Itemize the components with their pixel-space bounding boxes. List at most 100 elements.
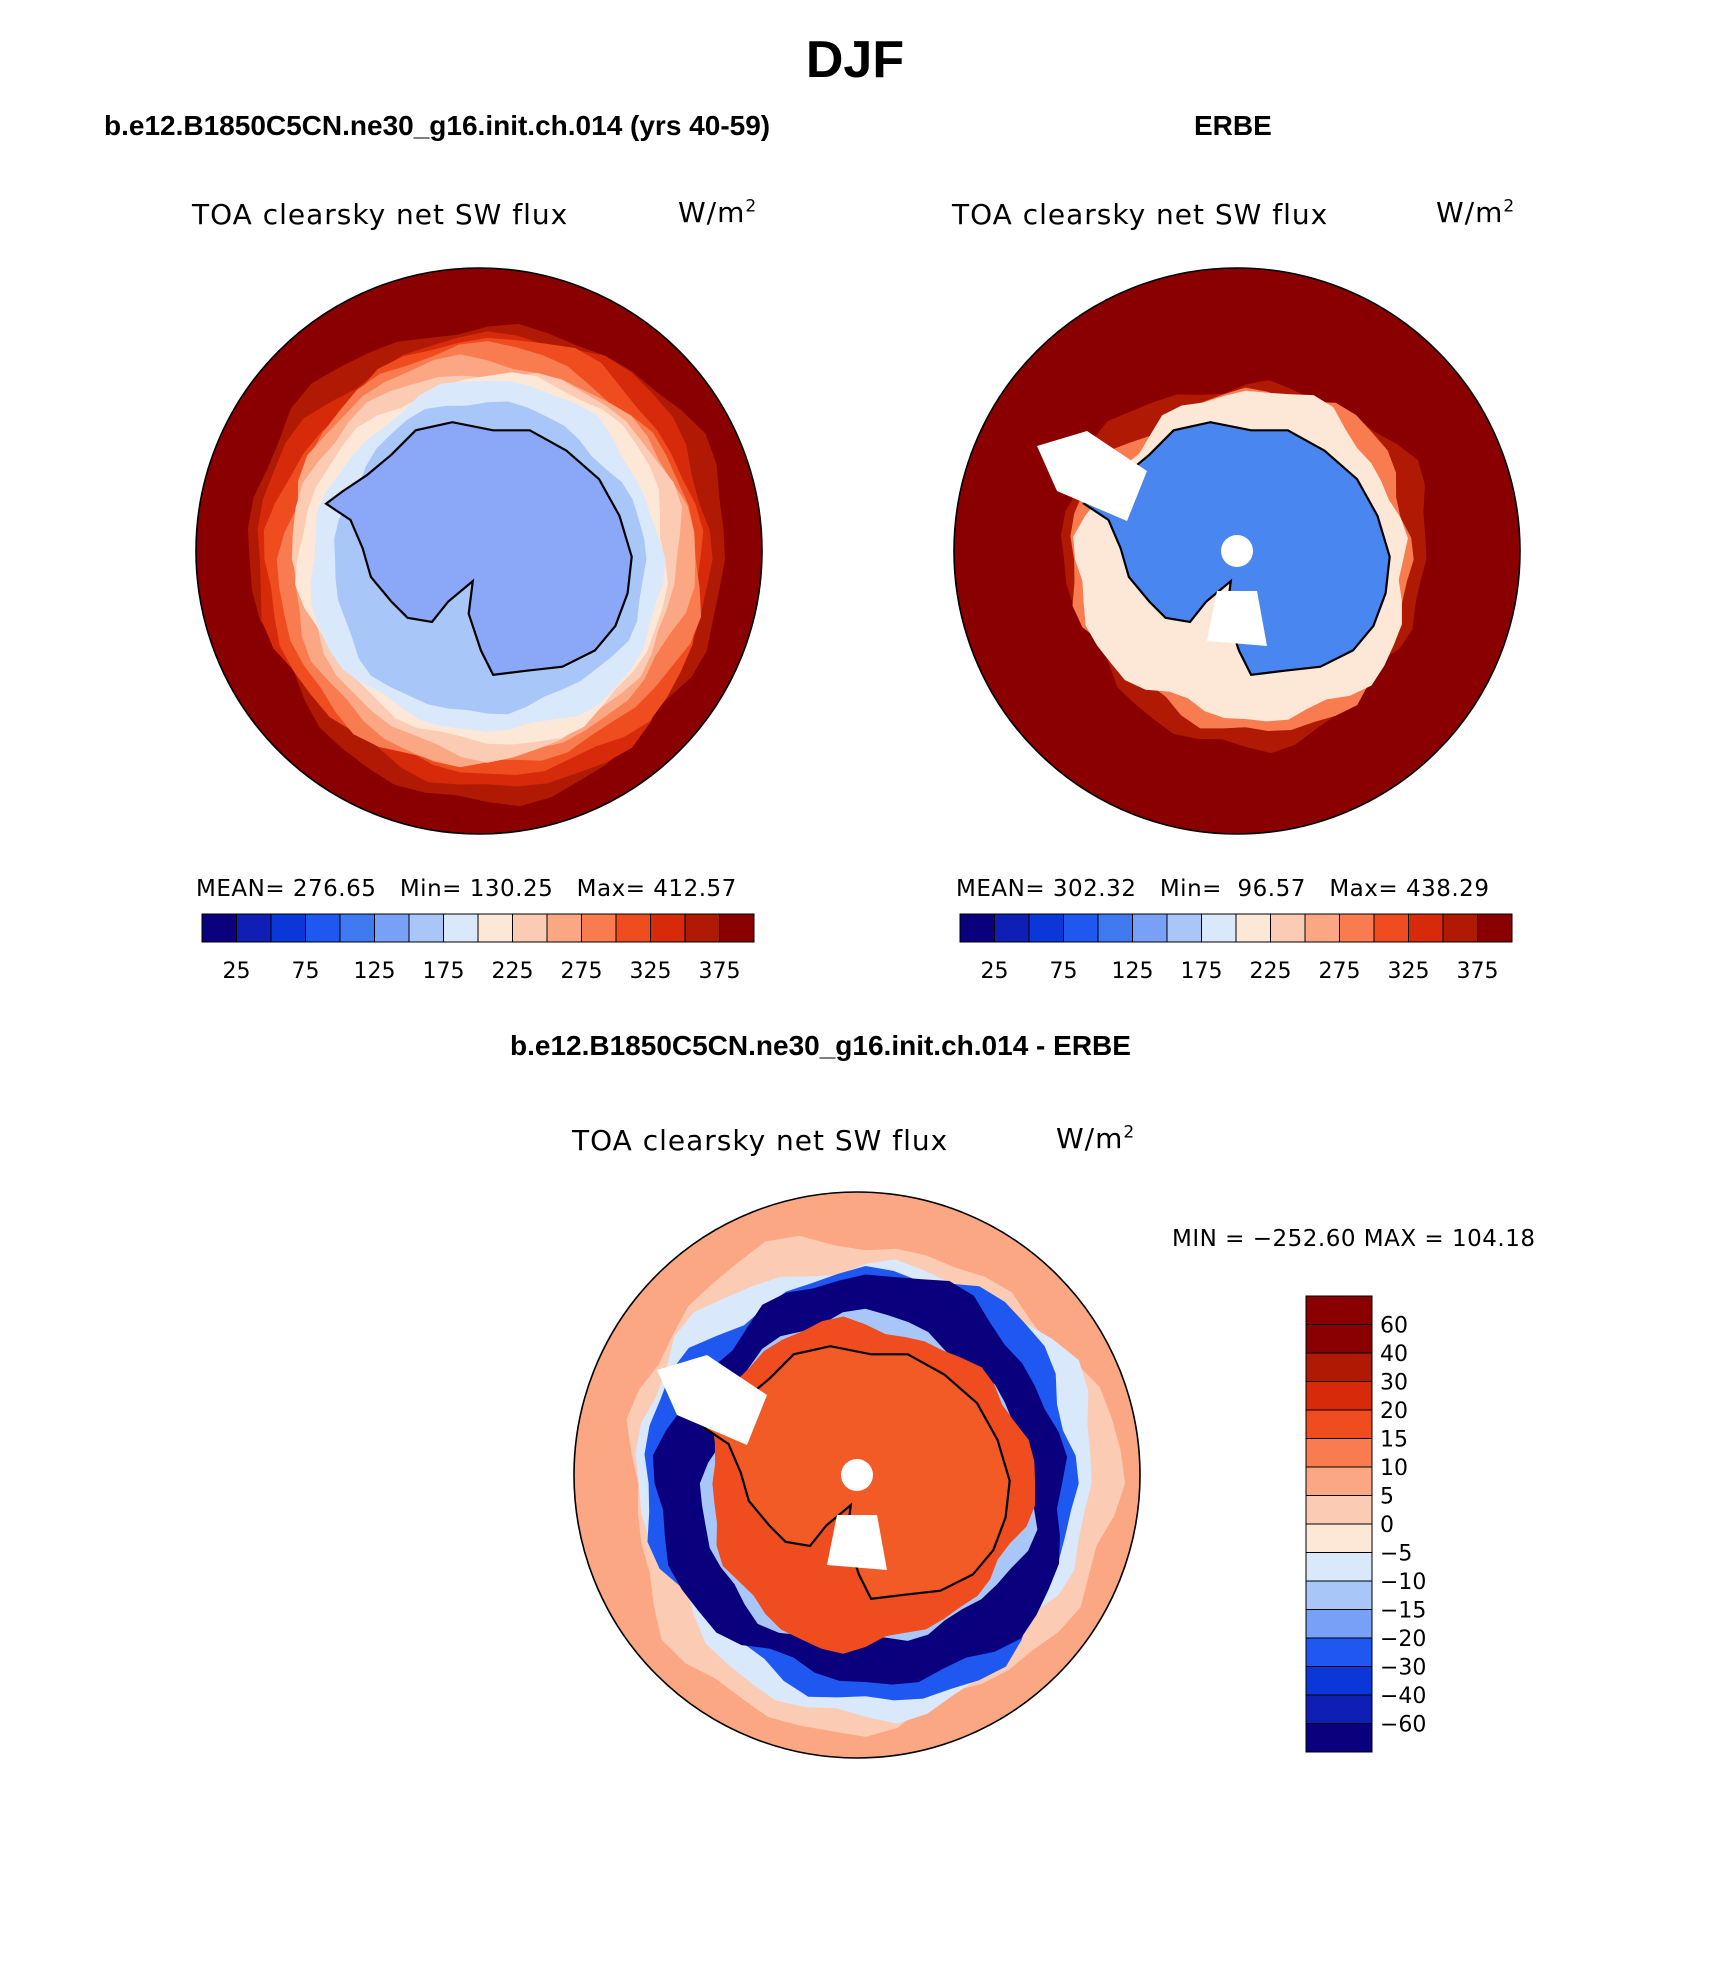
model-min-value: 130.25 bbox=[470, 876, 553, 902]
colorbar-tick-label: 375 bbox=[1457, 959, 1499, 984]
colorbar-box bbox=[582, 914, 617, 942]
obs-variable-title: TOA clearsky net SW flux bbox=[952, 198, 1328, 231]
colorbar-box bbox=[1374, 914, 1409, 942]
colorbar-box bbox=[1306, 1325, 1372, 1354]
colorbar-box bbox=[720, 914, 755, 942]
model-case-title: b.e12.B1850C5CN.ne30_g16.init.ch.014 (yr… bbox=[104, 110, 770, 142]
colorbar-tick-label: −20 bbox=[1380, 1627, 1426, 1652]
colorbar-box bbox=[1306, 1553, 1372, 1582]
model-colorbar: 25 75 125 175 225 275 325 375 bbox=[200, 914, 756, 992]
obs-max-label: Max= bbox=[1329, 876, 1398, 902]
obs-colorbar: 25 75 125 175 225 275 325 375 bbox=[958, 914, 1514, 992]
colorbar-box bbox=[1306, 1410, 1372, 1439]
colorbar-box bbox=[1167, 914, 1202, 942]
diff-minmax: MIN = −252.60 MAX = 104.18 bbox=[1172, 1226, 1536, 1252]
colorbar-tick-label: 175 bbox=[423, 959, 465, 984]
model-stats: MEAN= 276.65 Min= 130.25 Max= 412.57 bbox=[196, 876, 737, 902]
colorbar-box bbox=[651, 914, 686, 942]
colorbar-box bbox=[1029, 914, 1064, 942]
colorbar-tick-label: 40 bbox=[1380, 1342, 1408, 1367]
colorbar-box bbox=[478, 914, 513, 942]
colorbar-box bbox=[1306, 1353, 1372, 1382]
map-field bbox=[572, 1190, 1142, 1760]
colorbar-box bbox=[237, 914, 272, 942]
colorbar-tick-label: 125 bbox=[1112, 959, 1154, 984]
colorbar-box bbox=[1409, 914, 1444, 942]
polar-missing-data bbox=[841, 1459, 873, 1491]
colorbar-box bbox=[685, 914, 720, 942]
colorbar-tick-label: −15 bbox=[1380, 1599, 1426, 1624]
obs-mean-label: MEAN= bbox=[956, 876, 1045, 902]
colorbar-tick-label: 10 bbox=[1380, 1456, 1408, 1481]
colorbar-box bbox=[1306, 1467, 1372, 1496]
colorbar-box bbox=[271, 914, 306, 942]
colorbar-box bbox=[1306, 1382, 1372, 1411]
obs-case-title: ERBE bbox=[1194, 110, 1272, 142]
colorbar-tick-label: 25 bbox=[981, 959, 1009, 984]
colorbar-tick-label: 325 bbox=[630, 959, 672, 984]
colorbar-box bbox=[375, 914, 410, 942]
colorbar-tick-label: −10 bbox=[1380, 1570, 1426, 1595]
model-max-value: 412.57 bbox=[653, 876, 736, 902]
colorbar-box bbox=[1202, 914, 1237, 942]
colorbar-tick-label: 275 bbox=[1319, 959, 1361, 984]
obs-max-value: 438.29 bbox=[1406, 876, 1489, 902]
colorbar-tick-label: 125 bbox=[354, 959, 396, 984]
colorbar-box bbox=[1271, 914, 1306, 942]
colorbar-box bbox=[960, 914, 995, 942]
colorbar-box bbox=[1305, 914, 1340, 942]
obs-min-value: 96.57 bbox=[1230, 876, 1306, 902]
colorbar-box bbox=[1340, 914, 1375, 942]
colorbar-tick-label: 25 bbox=[223, 959, 251, 984]
missing-data-region bbox=[827, 1515, 887, 1570]
model-mean-value: 276.65 bbox=[293, 876, 376, 902]
colorbar-tick-label: −40 bbox=[1380, 1684, 1426, 1709]
colorbar-tick-label: 75 bbox=[1050, 959, 1078, 984]
colorbar-box bbox=[547, 914, 582, 942]
colorbar-box bbox=[995, 914, 1030, 942]
map-field bbox=[194, 266, 764, 836]
colorbar-box bbox=[1306, 1695, 1372, 1724]
diff-units: W/m2 bbox=[1056, 1122, 1135, 1155]
colorbar-box bbox=[1478, 914, 1513, 942]
colorbar-tick-label: 5 bbox=[1380, 1485, 1394, 1510]
colorbar-tick-label: −5 bbox=[1380, 1542, 1412, 1567]
colorbar-box bbox=[409, 914, 444, 942]
colorbar-tick-label: −60 bbox=[1380, 1713, 1426, 1738]
colorbar-tick-label: 75 bbox=[292, 959, 320, 984]
colorbar-box bbox=[1306, 1524, 1372, 1553]
diff-case-title: b.e12.B1850C5CN.ne30_g16.init.ch.014 - E… bbox=[510, 1030, 1131, 1062]
colorbar-box bbox=[1306, 1439, 1372, 1468]
model-units: W/m2 bbox=[678, 196, 757, 229]
colorbar-tick-label: 275 bbox=[561, 959, 603, 984]
obs-stats: MEAN= 302.32 Min= 96.57 Max= 438.29 bbox=[956, 876, 1489, 902]
polar-missing-data bbox=[1221, 535, 1253, 567]
colorbar-box bbox=[1306, 1638, 1372, 1667]
colorbar-box bbox=[1133, 914, 1168, 942]
colorbar-box bbox=[1306, 1610, 1372, 1639]
colorbar-box bbox=[444, 914, 479, 942]
diff-variable-title: TOA clearsky net SW flux bbox=[572, 1124, 948, 1157]
colorbar-box bbox=[340, 914, 375, 942]
colorbar-tick-label: 20 bbox=[1380, 1399, 1408, 1424]
colorbar-box bbox=[306, 914, 341, 942]
colorbar-tick-label: 30 bbox=[1380, 1371, 1408, 1396]
colorbar-box bbox=[1443, 914, 1478, 942]
colorbar-box bbox=[1306, 1667, 1372, 1696]
obs-units: W/m2 bbox=[1436, 196, 1515, 229]
obs-min-label: Min= bbox=[1160, 876, 1222, 902]
colorbar-box bbox=[1098, 914, 1133, 942]
map-field bbox=[952, 266, 1522, 836]
colorbar-tick-label: 175 bbox=[1181, 959, 1223, 984]
model-mean-label: MEAN= bbox=[196, 876, 285, 902]
model-polar-map bbox=[194, 266, 764, 836]
model-variable-title: TOA clearsky net SW flux bbox=[192, 198, 568, 231]
colorbar-tick-label: 225 bbox=[1250, 959, 1292, 984]
colorbar-box bbox=[616, 914, 651, 942]
colorbar-box bbox=[1064, 914, 1099, 942]
colorbar-box bbox=[1306, 1296, 1372, 1325]
colorbar-tick-label: 15 bbox=[1380, 1428, 1408, 1453]
colorbar-box bbox=[1306, 1581, 1372, 1610]
colorbar-tick-label: 225 bbox=[492, 959, 534, 984]
figure-title: DJF bbox=[0, 30, 1710, 90]
